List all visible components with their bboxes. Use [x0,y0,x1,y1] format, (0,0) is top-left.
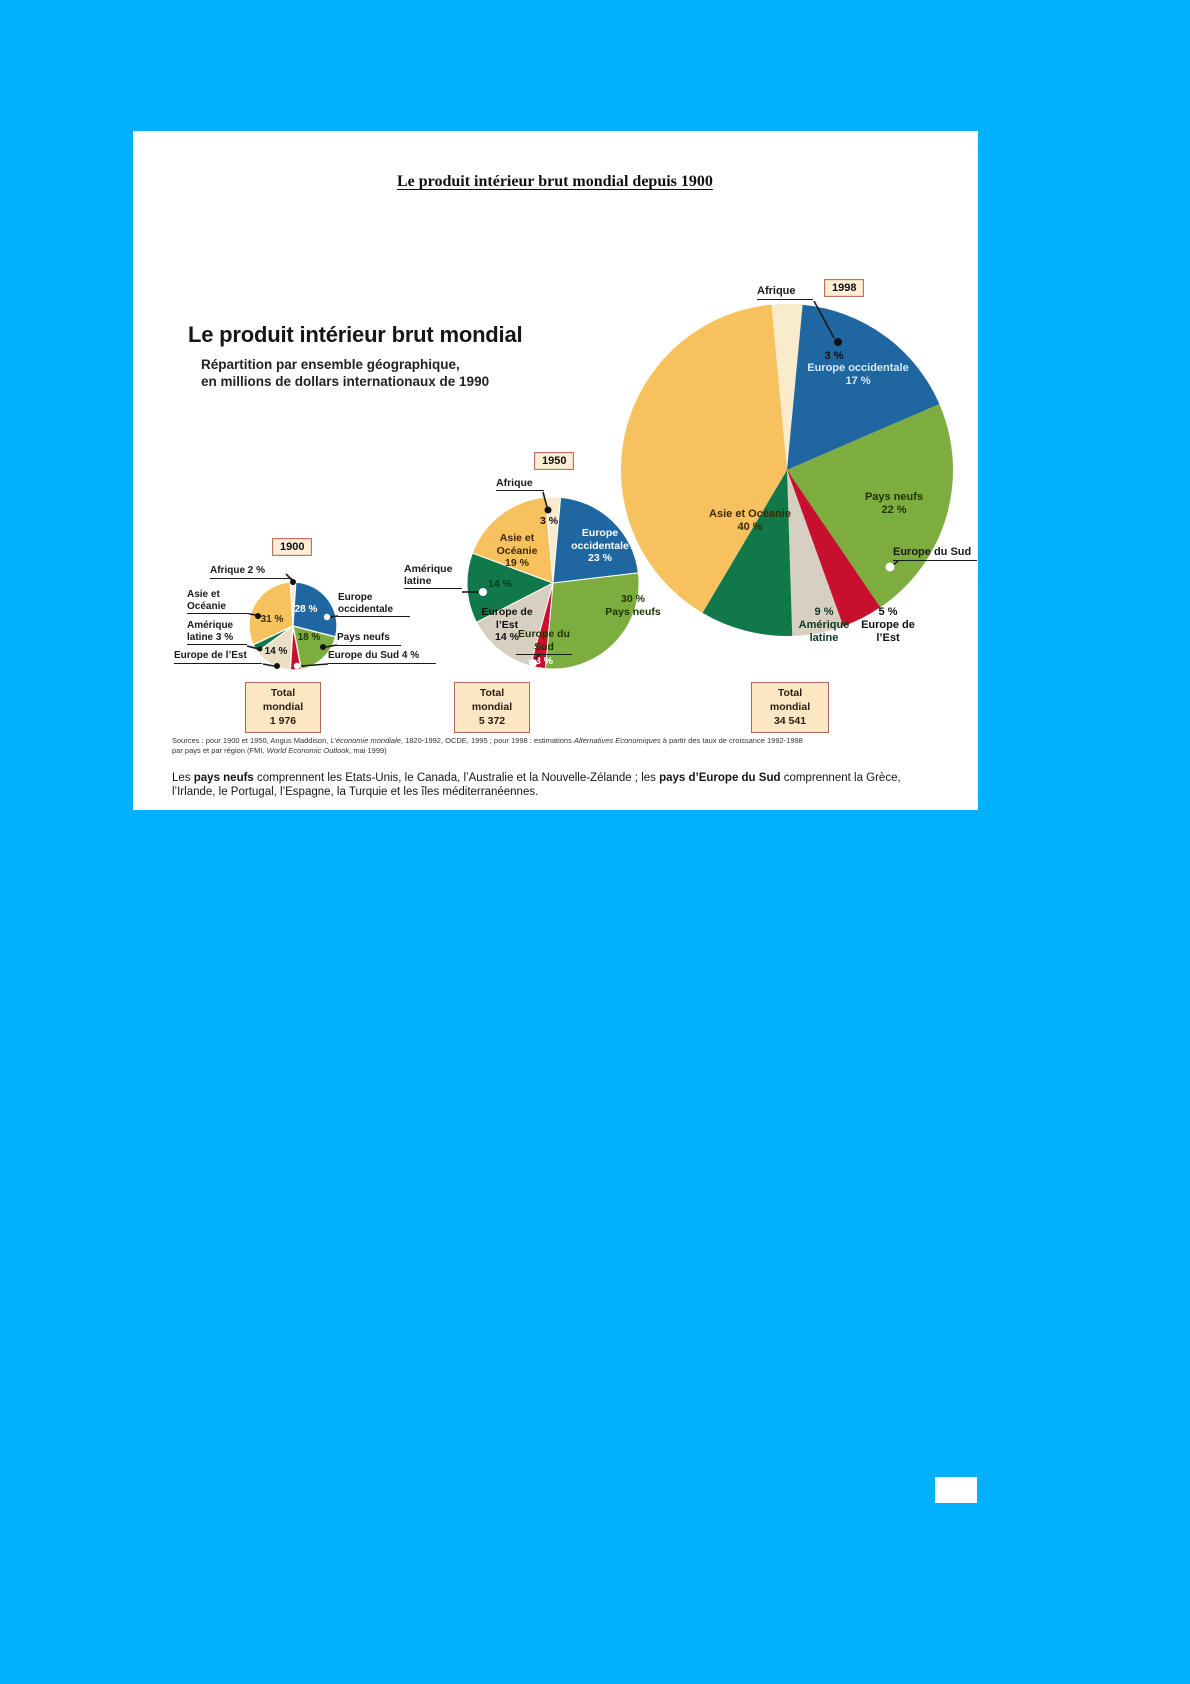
pie-slice-1998-europe-occidentale [787,304,940,470]
value-1900-europe-occidentale: 28 % [294,604,318,615]
pie-slice-1998-europe-de-l-est [787,470,844,636]
pie-slice-1950-pays-neufs [544,572,640,670]
value-1900-pays-neufs: 18 % [297,632,321,643]
label-1998-europe-du-sud: Europe du Sud [893,546,977,561]
label-1950-europe-occidentale: Europe occidentale 23 % [571,527,629,565]
label-1950-europe-du-sud: Europe du Sud 3 % [516,628,572,668]
infographic-subtitle-line2: en millions de dollars internationaux de… [201,374,490,389]
pie-1998 [621,304,954,637]
pie-slice-1900-europe-occidentale [292,581,338,638]
pie-slice-1950-europe-occidentale [552,496,639,584]
label-1998-europe-de-lest: 5 % Europe de l’Est [861,606,915,645]
label-1998-europe-occidentale: Europe occidentale 17 % [807,362,909,388]
value-1900-europe-de-lest: 14 % [264,646,288,657]
pie-slice-1900-pays-neufs [292,625,337,670]
pie-slice-1900-asie-et-oc-anie [248,581,294,646]
infographic-heading: Le produit intérieur brut mondial [188,322,523,347]
total-box-1900: Total mondial 1 976 [245,682,321,733]
pie-slice-1950-asie-et-oc-anie [471,496,554,584]
total-box-1950: Total mondial 5 372 [454,682,530,733]
label-1950-amerique-latine: Amérique latine [404,563,462,590]
label-1950-pays-neufs: 30 % Pays neufs [605,593,661,618]
label-1900-asie-oceanie: Asie et Océanie [187,589,249,615]
total-box-1998: Total mondial 34 541 [751,682,829,733]
label-1950-asie-oceanie: Asie et Océanie 19 % [496,532,538,570]
label-1900-europe-de-lest: Europe de l’Est [174,650,262,664]
pie-slice-1998-afrique [771,304,803,470]
page-title: Le produit intérieur brut mondial depuis… [397,173,713,190]
label-1900-europe-du-sud: Europe du Sud 4 % [328,650,436,664]
label-1950-afrique: Afrique [496,477,544,492]
label-1998-asie-oceanie: Asie et Océanie 40 % [709,508,791,534]
label-1900-amerique-latine: Amérique latine 3 % [187,620,247,646]
label-1950-europe-de-lest: Europe de l’Est 14 % [481,606,533,644]
pie-slice-1950-am-rique-latine [466,552,554,623]
pie-slice-1998-pays-neufs [787,404,954,608]
label-1998-amerique-latine: 9 % Amérique latine [798,606,850,645]
value-1998-afrique: 3 % [824,350,844,362]
label-1900-pays-neufs: Pays neufs [337,632,401,646]
label-1998-pays-neufs: Pays neufs 22 % [864,491,924,517]
pie-1950 [466,496,640,670]
label-1900-afrique: Afrique 2 % [210,565,292,579]
white-marker [935,1477,977,1503]
year-badge-1950: 1950 [534,452,575,470]
footnote-text: Les pays neufs comprennent les Etats-Uni… [172,772,901,799]
pie-slice-1950-europe-de-l-est [475,582,554,667]
pie-slice-1998-am-rique-latine [702,470,793,637]
pie-slice-1998-europe-du-sud [787,470,881,627]
value-1998-europe-du-sud: 4 % [906,587,926,599]
label-1998-afrique: Afrique [757,285,813,300]
source-text: Sources : pour 1900 et 1950, Angus Maddi… [172,736,803,756]
value-1900-asie-oceanie: 31 % [260,614,284,625]
year-badge-1900: 1900 [272,538,313,556]
value-1950-afrique: 3 % [539,515,559,527]
value-1950-amerique-latine: 14 % [488,578,512,590]
infographic-subtitle-line1: Répartition par ensemble géographique, [201,357,460,372]
year-badge-1998: 1998 [824,279,865,297]
pie-slice-1998-asie-et-oc-anie [621,304,787,613]
label-1900-europe-occidentale: Europe occidentale [338,592,410,618]
